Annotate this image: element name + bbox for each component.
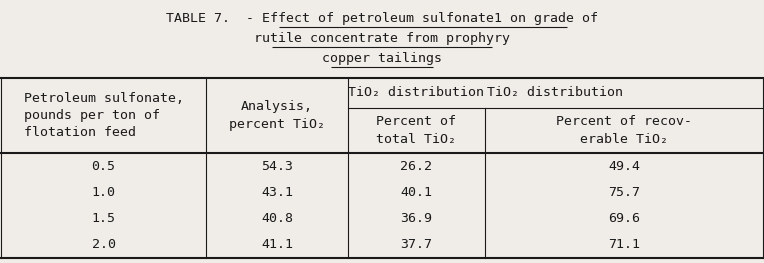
Text: copper tailings: copper tailings — [322, 52, 442, 65]
Text: 37.7: 37.7 — [400, 238, 432, 251]
Text: Percent of
total TiO₂: Percent of total TiO₂ — [377, 115, 456, 146]
Text: 49.4: 49.4 — [608, 160, 640, 173]
Text: 69.6: 69.6 — [608, 212, 640, 225]
Text: 26.2: 26.2 — [400, 160, 432, 173]
Text: TABLE 7.  - Effect of petroleum sulfonate1 on grade of: TABLE 7. - Effect of petroleum sulfonate… — [166, 12, 598, 25]
Text: 2.0: 2.0 — [92, 238, 115, 251]
Text: Petroleum sulfonate,
pounds per ton of
flotation feed: Petroleum sulfonate, pounds per ton of f… — [24, 92, 183, 139]
Text: 54.3: 54.3 — [261, 160, 293, 173]
Text: 41.1: 41.1 — [261, 238, 293, 251]
Text: TiO₂ distribution: TiO₂ distribution — [487, 87, 623, 99]
Text: rutile concentrate from prophyry: rutile concentrate from prophyry — [254, 32, 510, 45]
Text: 43.1: 43.1 — [261, 186, 293, 199]
Text: Analysis,
percent TiO₂: Analysis, percent TiO₂ — [229, 100, 325, 131]
Text: 75.7: 75.7 — [608, 186, 640, 199]
Text: 40.8: 40.8 — [261, 212, 293, 225]
Text: TiO₂ distribution: TiO₂ distribution — [348, 87, 484, 99]
Text: 36.9: 36.9 — [400, 212, 432, 225]
Text: 71.1: 71.1 — [608, 238, 640, 251]
Text: 1.0: 1.0 — [92, 186, 115, 199]
Text: Percent of recov-
erable TiO₂: Percent of recov- erable TiO₂ — [556, 115, 692, 146]
Text: 0.5: 0.5 — [92, 160, 115, 173]
Text: 40.1: 40.1 — [400, 186, 432, 199]
Text: 1.5: 1.5 — [92, 212, 115, 225]
